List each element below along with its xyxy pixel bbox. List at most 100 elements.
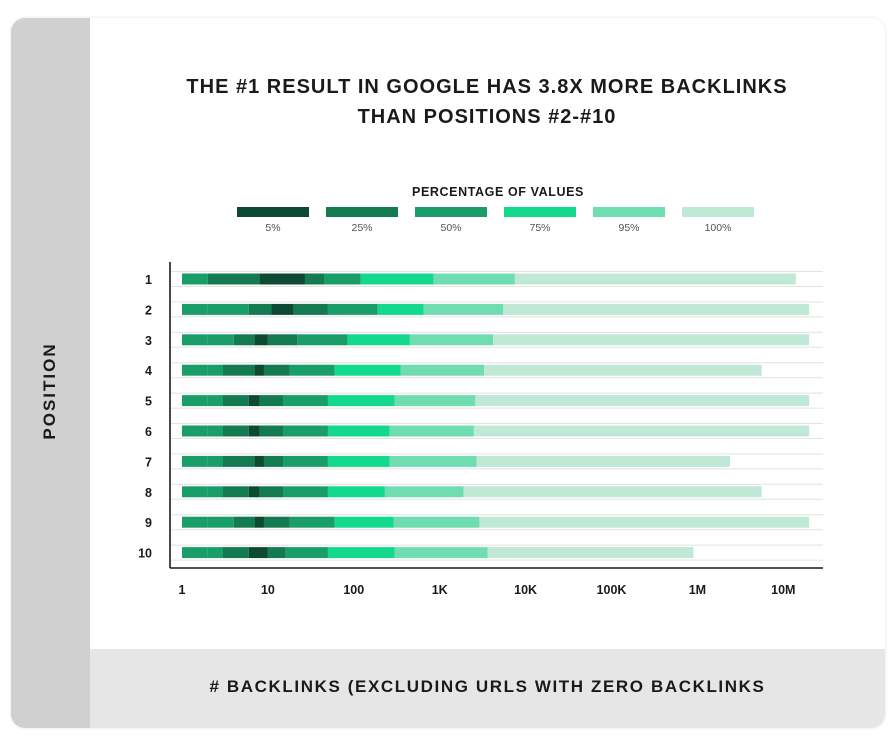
y-tick-label: 10: [138, 547, 152, 561]
legend-label: 95%: [618, 222, 639, 234]
bar-segment: [182, 425, 208, 437]
bar-segment: [259, 425, 284, 437]
bar-segment: [327, 486, 385, 498]
bar-segment: [254, 334, 268, 346]
y-tick-label: 6: [145, 425, 152, 439]
bar-segment: [389, 455, 477, 467]
bar-segment: [207, 425, 223, 437]
bar-segment: [463, 486, 762, 498]
bar-segment: [347, 334, 410, 346]
bar-segment: [283, 455, 328, 467]
bar-segment: [222, 395, 249, 407]
bar-segment: [283, 395, 328, 407]
legend-label: 75%: [529, 222, 550, 234]
bar-segment: [327, 303, 378, 315]
bar-segment: [182, 364, 208, 376]
chart-title-line-2: THAN POSITIONS #2-#10: [357, 106, 617, 128]
bar-segment: [327, 455, 390, 467]
bar-segment: [475, 395, 810, 407]
bar-segment: [259, 273, 305, 285]
bar-segment: [207, 547, 223, 559]
x-axis-band: # BACKLINKS (EXCLUDING URLS WITH ZERO BA…: [90, 649, 885, 728]
y-tick-label: 9: [145, 516, 152, 530]
bar-segment: [222, 486, 249, 498]
legend-swatch: [237, 207, 309, 217]
bar-segment: [182, 395, 208, 407]
legend-swatch: [682, 207, 754, 217]
y-tick-label: 3: [145, 334, 152, 348]
bar-segment: [207, 364, 223, 376]
bar-segment: [377, 303, 424, 315]
bar-segment: [304, 273, 325, 285]
bar-segment: [289, 364, 335, 376]
bar-segment: [207, 395, 223, 407]
bar-segment: [327, 395, 395, 407]
x-tick-label: 1M: [689, 583, 706, 597]
legend-label: 25%: [351, 222, 372, 234]
legend-swatch: [326, 207, 398, 217]
bar-segment: [248, 486, 260, 498]
legend-title: PERCENTAGE OF VALUES: [412, 185, 584, 199]
bar-segment: [263, 455, 284, 467]
legend-label: 5%: [265, 222, 280, 234]
y-tick-label: 4: [145, 364, 152, 378]
legend-label: 100%: [705, 222, 732, 234]
bar-segment: [248, 395, 260, 407]
bar-segment: [394, 395, 476, 407]
bar-segment: [267, 547, 286, 559]
bar-segment: [514, 273, 796, 285]
bar-segment: [360, 273, 434, 285]
bar-segment: [248, 425, 260, 437]
y-tick-label: 5: [145, 395, 152, 409]
y-axis-band: POSITION: [11, 18, 90, 728]
bar-segment: [254, 455, 264, 467]
chart-title-line-1: THE #1 RESULT IN GOOGLE HAS 3.8X MORE BA…: [186, 76, 788, 98]
bar-segment: [400, 364, 485, 376]
bar-segment: [207, 486, 223, 498]
y-tick-label: 7: [145, 455, 152, 469]
x-tick-label: 10: [261, 583, 275, 597]
bar-segment: [487, 547, 694, 559]
bar-segment: [476, 455, 731, 467]
bar-segment: [285, 547, 328, 559]
bar-segment: [327, 547, 395, 559]
bar-segment: [493, 334, 810, 346]
x-axis-label: # BACKLINKS (EXCLUDING URLS WITH ZERO BA…: [209, 677, 766, 696]
bar-segment: [233, 516, 255, 528]
bar-segment: [259, 395, 284, 407]
bar-segment: [389, 425, 474, 437]
bar-segment: [182, 547, 208, 559]
bar-segment: [207, 455, 223, 467]
bar-segment: [254, 364, 264, 376]
bar-segment: [207, 273, 260, 285]
x-tick-label: 1K: [432, 583, 448, 597]
bar-segment: [423, 303, 504, 315]
bar-segment: [394, 547, 488, 559]
bar-segment: [289, 516, 335, 528]
bar-segment: [324, 273, 361, 285]
bar-segment: [473, 425, 810, 437]
bar-segment: [259, 486, 284, 498]
bar-segment: [334, 364, 401, 376]
bar-segment: [384, 486, 464, 498]
bar-segment: [207, 303, 249, 315]
bar-segment: [182, 273, 208, 285]
bar-segment: [334, 516, 394, 528]
x-tick-label: 10K: [514, 583, 537, 597]
bar-segment: [233, 334, 255, 346]
bar-segment: [222, 425, 249, 437]
bar-segment: [503, 303, 810, 315]
bar-segment: [293, 303, 328, 315]
y-tick-label: 2: [145, 303, 152, 317]
x-tick-label: 1: [179, 583, 186, 597]
bar-segment: [263, 516, 290, 528]
legend-swatch: [593, 207, 665, 217]
y-tick-label: 8: [145, 486, 152, 500]
legend-swatch: [504, 207, 576, 217]
bar-segment: [297, 334, 348, 346]
bar-segment: [393, 516, 480, 528]
bar-segment: [222, 547, 249, 559]
bar-segment: [222, 364, 255, 376]
y-tick-label: 1: [145, 273, 152, 287]
bar-segment: [267, 334, 298, 346]
